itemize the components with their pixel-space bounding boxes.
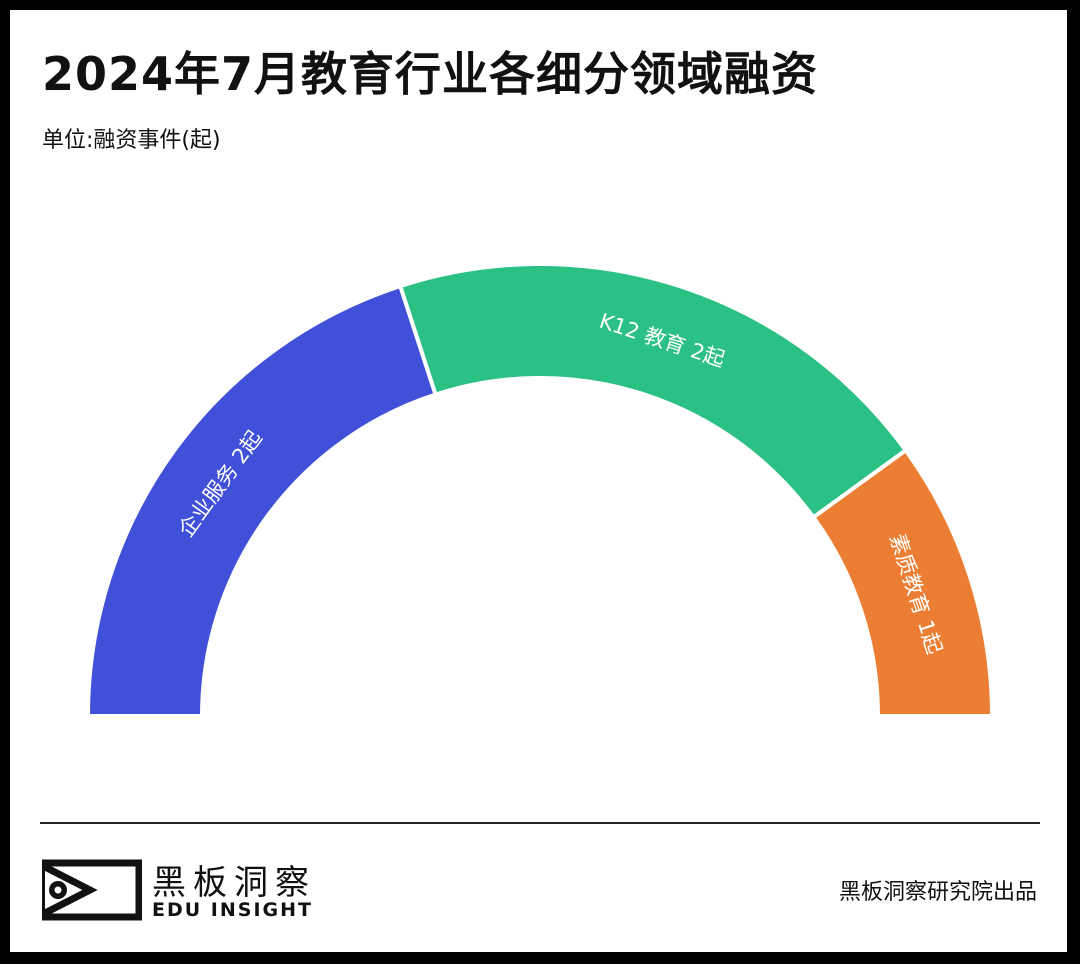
segment-2 [810,447,995,718]
chart-subtitle: 单位:融资事件(起) [42,128,221,153]
segment-0 [85,283,439,718]
brand-logo: 黑板洞察 EDU INSIGHT [41,855,362,925]
logo-en-text: EDU INSIGHT [152,899,313,921]
logo-cn-text: 黑板洞察 [152,863,316,903]
chart-canvas: 2024年7月教育行业各细分领域融资 单位:融资事件(起) 企业服务 2起 K12… [10,10,1067,952]
credit-text: 黑板洞察研究院出品 [838,880,1037,905]
footer-divider [40,822,1040,824]
eye-frame-icon [41,859,143,921]
chart-title: 2024年7月教育行业各细分领域融资 [42,47,819,101]
segment-1 [397,262,909,521]
